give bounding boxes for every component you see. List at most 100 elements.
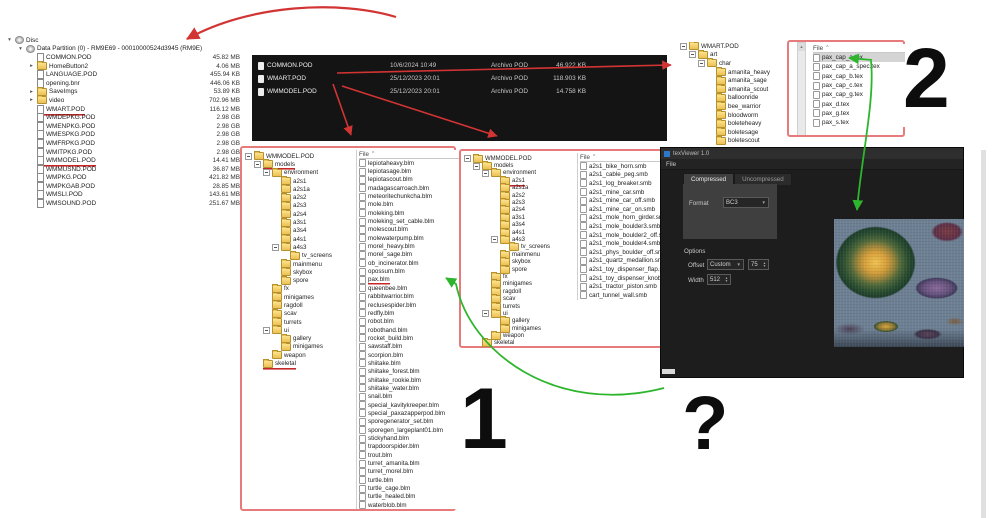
tree-item[interactable]: WMMODEL.POD [245, 151, 332, 161]
tree-item[interactable]: WMPKGAB.POD 28.85 MB [6, 181, 240, 191]
file-row[interactable]: rabbitwarrior.blm [359, 292, 459, 301]
tree-item[interactable]: models [464, 161, 550, 171]
file-row[interactable]: pax_g.tex [813, 109, 905, 118]
tree-item[interactable]: a3s1 [245, 217, 332, 227]
menu-file[interactable]: File [666, 160, 677, 168]
expander-minus-icon[interactable] [698, 59, 705, 67]
file-row[interactable]: pax_d.tex [813, 99, 905, 109]
tree-item[interactable]: a2s4 [245, 209, 332, 219]
file-column-header[interactable]: File ^ [359, 150, 459, 159]
tree-item[interactable]: boletescout [680, 135, 796, 146]
tree-item[interactable]: mainmenu [245, 259, 332, 268]
expander-minus-icon[interactable] [473, 162, 480, 170]
tree-item[interactable]: a2s1a [245, 184, 332, 194]
file-row[interactable]: a2s1_mole_horn_girder.smb [580, 213, 694, 223]
tree-item[interactable]: a4s3 [245, 242, 332, 252]
tab[interactable]: Uncompressed [734, 173, 792, 185]
tree-item[interactable]: WMMODEL.POD [464, 153, 550, 163]
file-row[interactable]: turtle_healed.blm [359, 492, 459, 501]
file-row[interactable]: shiitake_forest.blm [359, 367, 459, 376]
expander-chevron-icon[interactable]: ▾ [19, 45, 22, 52]
file-row[interactable]: a2s1_quartz_medallion.smb [580, 256, 694, 266]
tree-item[interactable]: WMPKG.POD 421.82 MB [6, 173, 240, 183]
tree-item[interactable]: a2s3 [245, 200, 332, 210]
tree-item[interactable]: bee_warrior [680, 101, 796, 111]
file-row[interactable]: sawstaff.blm [359, 342, 459, 351]
offset-mode-select[interactable]: Custom ▼ [707, 259, 744, 270]
tree-item[interactable]: boletesage [680, 127, 796, 137]
tree-item[interactable]: balloonride [680, 92, 796, 103]
tree-item[interactable]: boleteheavy [680, 118, 796, 128]
expander-chevron-icon[interactable]: ▾ [8, 37, 11, 44]
format-select[interactable]: BC3 ▼ [723, 197, 769, 208]
file-row[interactable]: moleking_set_cable.blm [359, 217, 459, 226]
tree-item[interactable]: environment [245, 167, 332, 177]
file-row[interactable]: scorpion.blm [359, 351, 459, 360]
file-row[interactable]: pax.blm [359, 275, 459, 284]
tree-item[interactable]: a2s1a [464, 183, 550, 193]
file-row[interactable]: trout.blm [359, 451, 459, 460]
tree-item[interactable]: ▸ HomeButton2 4.06 MB [6, 61, 240, 71]
tree-item[interactable]: amanita_scout [680, 84, 796, 94]
tree-item[interactable]: amanita_heavy [680, 67, 796, 77]
tree-item[interactable]: WMENPKG.POD 2.98 GB [6, 121, 240, 131]
tree-item[interactable]: scav [245, 308, 332, 318]
tree-item[interactable]: tv_screens [464, 242, 550, 252]
file-row[interactable]: morel_sage.blm [359, 250, 459, 259]
file-row[interactable]: queenbee.blm [359, 284, 459, 293]
file-row[interactable]: a2s1_bike_horn.smb [580, 162, 694, 171]
tree-item[interactable]: char [680, 58, 796, 68]
file-row[interactable]: turret_morel.blm [359, 467, 459, 476]
tree-item[interactable]: spore [245, 275, 332, 285]
file-row[interactable]: rocket_build.blm [359, 334, 459, 343]
file-row[interactable]: meteoritechunkcha.blm [359, 192, 459, 201]
expander-minus-icon[interactable] [263, 326, 270, 334]
tree-item[interactable]: environment [464, 168, 550, 178]
pod-row[interactable]: COMMON.POD 10/6/2024 10:49 Archivo POD 4… [252, 59, 667, 72]
tree-item[interactable]: a4s1 [245, 234, 332, 244]
spinner-icon[interactable]: ▲ ▼ [724, 275, 728, 283]
file-row[interactable]: snail.blm [359, 392, 459, 401]
tree-item[interactable]: skybox [245, 267, 332, 277]
tree-item[interactable]: skeletal [464, 338, 550, 348]
tree-item[interactable]: LANGUAGE.POD 455.94 KB [6, 70, 240, 80]
width-value-stepper[interactable]: 512 ▲ ▼ [707, 274, 731, 285]
file-row[interactable]: turtle.blm [359, 476, 459, 485]
file-row[interactable]: a2s1_mole_boulder3.smb [580, 222, 694, 231]
file-row[interactable]: special_kavitykreeper.blm [359, 401, 459, 410]
tree-item[interactable]: ▸ video 702.96 MB [6, 95, 240, 105]
tree-item[interactable]: WMFRPKG.POD 2.98 GB [6, 138, 240, 148]
file-row[interactable]: lepiotaheavy.blm [359, 159, 459, 168]
tree-item[interactable]: minigames [464, 323, 550, 333]
file-row[interactable]: a2s1_log_breaker.smb [580, 179, 694, 188]
titlebar[interactable]: texViewer 1.0 [661, 148, 963, 159]
tree-item[interactable]: a2s1 [245, 176, 332, 186]
pod-row[interactable]: WMMODEL.POD 25/12/2023 20:01 Archivo POD… [252, 85, 667, 98]
file-row[interactable]: molescout.blm [359, 225, 459, 234]
file-row[interactable]: turret_amanita.blm [359, 459, 459, 468]
expander-minus-icon[interactable] [263, 169, 270, 177]
tree-item[interactable]: minigames [245, 292, 332, 302]
file-row[interactable]: madagascarroach.blm [359, 184, 459, 193]
expander-minus-icon[interactable] [482, 310, 489, 318]
tree-item[interactable]: a2s2 [245, 192, 332, 202]
scrollbar-thumb[interactable] [662, 369, 675, 374]
tree-item[interactable]: turrets [245, 317, 332, 327]
expander-chevron-icon[interactable]: ▸ [30, 88, 33, 95]
tree-item[interactable]: WMMODEL.POD 14.41 MB [6, 156, 240, 166]
expander-minus-icon[interactable] [689, 51, 696, 59]
file-row[interactable]: lepiotasage.blm [359, 167, 459, 176]
file-row[interactable]: a2s1_mine_car_off.smb [580, 196, 694, 205]
tree-item[interactable]: WMMUSND.POD 36.87 MB [6, 164, 240, 174]
tree-item[interactable]: art [680, 49, 796, 60]
expander-minus-icon[interactable] [482, 169, 489, 177]
tree-item[interactable]: minigames [245, 341, 332, 351]
file-row[interactable]: sporegenerator_set.blm [359, 417, 459, 426]
file-row[interactable]: a2s1_mole_boulder2_off.smb [580, 231, 694, 240]
tree-item[interactable]: fx [245, 283, 332, 293]
file-row[interactable]: pax_cap_b.tex [813, 72, 905, 81]
file-row[interactable]: opossum.blm [359, 267, 459, 276]
tree-item[interactable]: ▸ SaveImgs 53.89 KB [6, 86, 240, 97]
tree-item[interactable]: spore [464, 264, 550, 274]
tree-item[interactable]: WMART.POD [680, 42, 796, 51]
